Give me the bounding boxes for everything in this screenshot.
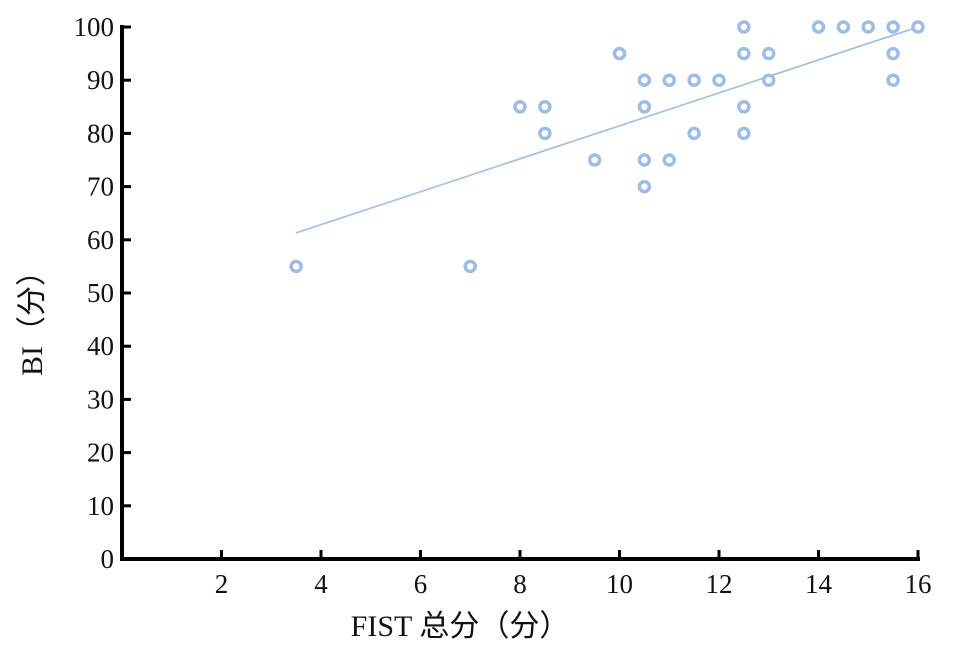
data-point [637,179,652,194]
trendline [295,26,919,234]
y-tick-label: 60 [87,225,114,255]
y-tick-label: 30 [87,384,114,414]
data-point [587,153,602,167]
data-point [836,20,851,34]
y-tick-label: 80 [87,118,114,148]
x-tick-label: 14 [805,569,833,599]
y-tick-label: 0 [101,544,115,574]
x-axis-title: FIST 总分（分） [351,610,570,643]
data-point [911,20,925,34]
data-point [712,73,726,87]
y-tick-label: 90 [87,65,114,95]
x-tick-label: 2 [215,569,229,599]
data-point [886,20,900,34]
x-tick-label: 4 [314,569,328,599]
y-axis-title: BI（分） [16,256,49,376]
data-point [737,126,751,141]
data-point [886,73,900,87]
data-point [886,46,900,61]
data-point [662,73,676,87]
data-point [637,100,652,114]
data-point [687,126,701,141]
data-point [662,153,676,167]
x-tick-label: 10 [606,569,633,599]
data-point [463,259,477,274]
x-tick-label: 8 [513,569,527,599]
data-point [637,153,652,167]
data-points [289,20,925,274]
y-tick-label: 100 [74,12,115,42]
y-ticks: 0 10 20 30 40 50 60 70 80 90 100 [74,12,131,574]
data-point [612,46,627,61]
data-point [762,73,776,87]
y-tick-label: 50 [87,278,114,308]
data-point [687,73,701,87]
data-point [513,100,527,114]
data-point [737,100,751,114]
data-point [811,20,826,34]
data-point [538,126,552,141]
data-point [637,73,652,87]
data-point [538,100,552,114]
data-point [737,20,751,34]
y-tick-label: 10 [87,491,114,521]
trendline-group [295,26,919,234]
data-point [861,20,875,34]
y-tick-label: 40 [87,331,114,361]
y-tick-label: 20 [87,438,114,468]
data-point [762,46,776,61]
data-point [289,259,303,274]
y-tick-label: 70 [87,172,114,202]
x-ticks: 2 4 6 8 10 12 14 16 [215,550,932,599]
x-tick-label: 6 [414,569,428,599]
data-point [737,46,751,61]
x-tick-label: 16 [905,569,932,599]
x-tick-label: 12 [706,569,733,599]
